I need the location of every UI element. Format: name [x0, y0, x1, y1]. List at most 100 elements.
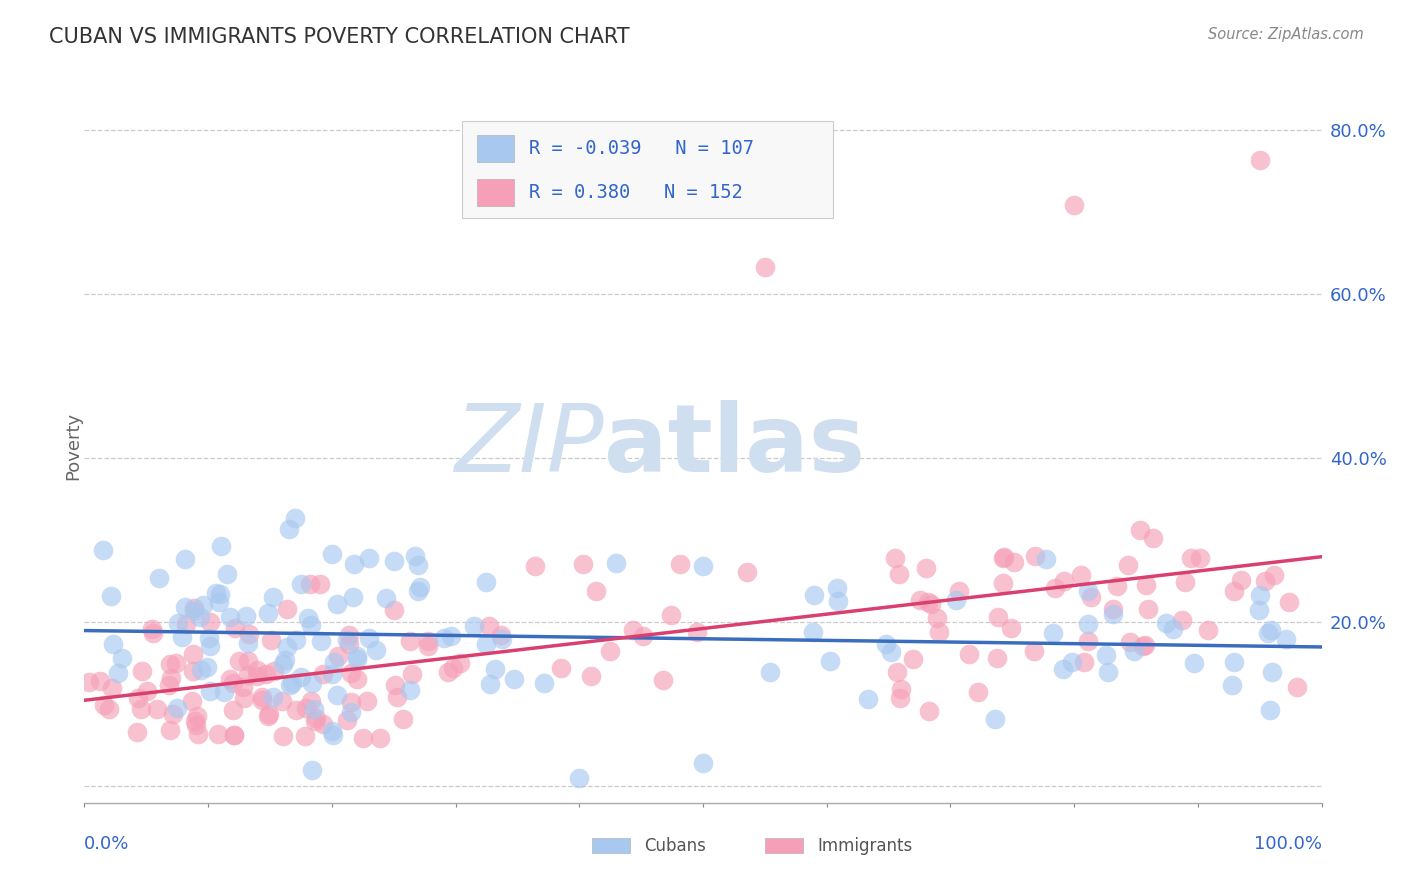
Point — [233, 690, 256, 705]
Point — [886, 665, 908, 679]
Point — [321, 547, 343, 561]
Point — [967, 684, 990, 698]
Point — [207, 727, 229, 741]
Point — [1102, 607, 1125, 621]
Point — [550, 660, 572, 674]
Point — [856, 692, 879, 706]
Point — [409, 580, 432, 594]
Point — [568, 771, 591, 785]
Point — [352, 731, 374, 745]
Point — [180, 694, 202, 708]
Point — [142, 626, 165, 640]
Point — [418, 634, 440, 648]
Point — [111, 651, 134, 665]
Point — [146, 702, 169, 716]
Point — [1002, 556, 1025, 570]
Point — [131, 664, 153, 678]
Point — [392, 712, 415, 726]
Point — [262, 590, 284, 604]
FancyBboxPatch shape — [592, 838, 630, 854]
Point — [364, 642, 387, 657]
Text: R = -0.039   N = 107: R = -0.039 N = 107 — [529, 139, 754, 158]
Point — [1223, 584, 1246, 599]
Point — [190, 664, 212, 678]
Point — [1077, 617, 1099, 632]
Point — [1063, 198, 1085, 212]
Point — [825, 581, 848, 595]
Point — [875, 636, 897, 650]
Point — [321, 723, 343, 738]
Point — [228, 655, 250, 669]
Point — [290, 577, 312, 591]
Point — [1174, 574, 1197, 589]
Point — [416, 639, 439, 653]
Point — [284, 632, 307, 647]
Point — [357, 631, 380, 645]
FancyBboxPatch shape — [477, 179, 515, 206]
Point — [1097, 665, 1119, 679]
Point — [125, 725, 148, 739]
Point — [222, 676, 245, 690]
Point — [759, 665, 782, 680]
Point — [336, 632, 359, 647]
Point — [148, 571, 170, 585]
Point — [879, 645, 901, 659]
Point — [987, 610, 1010, 624]
Point — [301, 763, 323, 777]
Point — [1024, 549, 1046, 563]
Point — [1073, 655, 1095, 669]
Point — [1182, 656, 1205, 670]
Point — [224, 621, 246, 635]
Text: Immigrants: Immigrants — [818, 837, 912, 855]
Point — [883, 551, 905, 566]
Point — [219, 609, 242, 624]
Point — [737, 566, 759, 580]
Point — [257, 706, 280, 721]
Point — [621, 623, 644, 637]
Point — [183, 714, 205, 728]
Point — [222, 703, 245, 717]
Point — [1119, 634, 1142, 648]
Point — [284, 510, 307, 524]
Point — [1220, 678, 1243, 692]
Point — [889, 690, 911, 705]
Point — [181, 665, 204, 679]
Point — [1077, 583, 1099, 598]
Point — [1249, 153, 1271, 168]
Point — [212, 685, 235, 699]
Point — [187, 727, 209, 741]
Point — [246, 669, 269, 683]
Point — [1035, 552, 1057, 566]
Point — [191, 598, 214, 612]
Point — [1053, 574, 1076, 589]
Point — [1142, 532, 1164, 546]
Point — [463, 619, 485, 633]
Point — [1260, 665, 1282, 680]
Point — [342, 590, 364, 604]
Point — [918, 704, 941, 718]
Point — [399, 634, 422, 648]
Point — [993, 549, 1015, 564]
Point — [166, 701, 188, 715]
Point — [339, 665, 361, 680]
Point — [278, 678, 301, 692]
Point — [107, 666, 129, 681]
Point — [1080, 591, 1102, 605]
Point — [339, 695, 361, 709]
Point — [382, 603, 405, 617]
Point — [440, 629, 463, 643]
Point — [339, 705, 361, 719]
Point — [475, 575, 498, 590]
Point — [1077, 633, 1099, 648]
Point — [1260, 624, 1282, 638]
Point — [1278, 595, 1301, 609]
Point — [1102, 602, 1125, 616]
Point — [669, 558, 692, 572]
Point — [927, 611, 949, 625]
Point — [523, 558, 546, 573]
Point — [1263, 568, 1285, 582]
Point — [1095, 648, 1118, 663]
Point — [901, 652, 924, 666]
Point — [222, 728, 245, 742]
Point — [326, 688, 349, 702]
